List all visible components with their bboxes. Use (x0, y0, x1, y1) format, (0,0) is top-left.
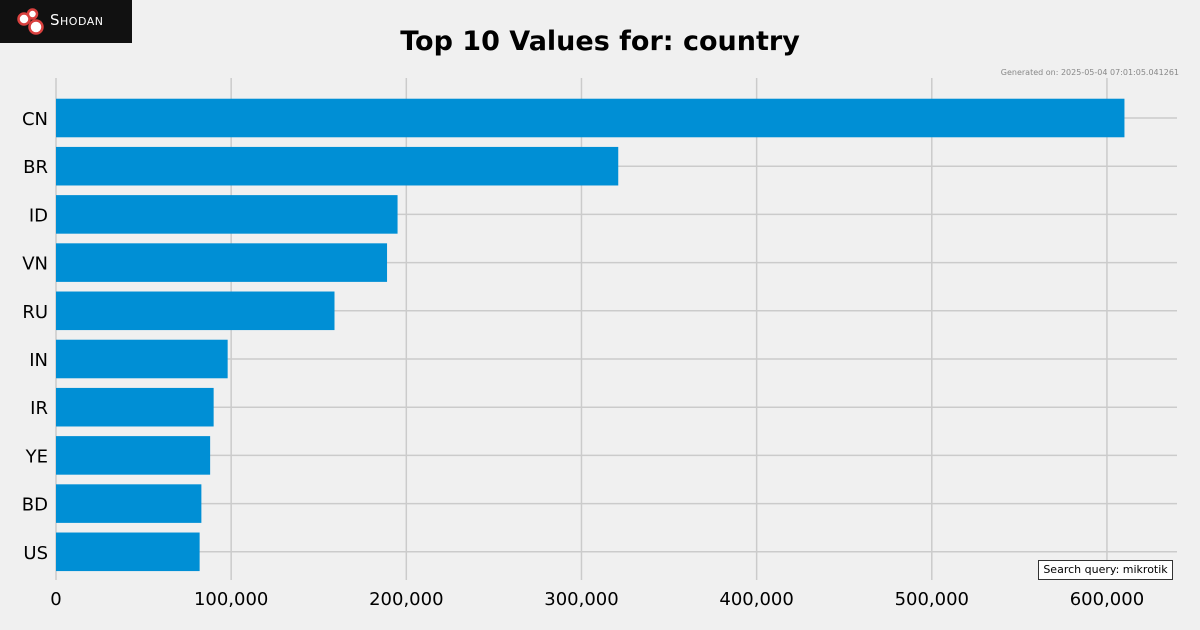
bar-vn (56, 243, 388, 282)
bar-us (56, 532, 200, 572)
y-tick-label: US (23, 543, 48, 564)
y-tick-label: RU (22, 302, 48, 323)
bar-br (56, 146, 619, 186)
y-tick-label: IN (29, 350, 48, 371)
shodan-logo-icon (17, 8, 44, 35)
x-tick-label: 300,000 (544, 589, 618, 610)
y-tick-label: YE (25, 446, 48, 467)
search-query-box: Search query: mikrotik (1038, 560, 1173, 580)
bar-ye (56, 436, 211, 475)
chart-title: Top 10 Values for: country (400, 26, 800, 57)
y-tick-label: CN (22, 109, 48, 130)
x-tick-label: 100,000 (194, 589, 268, 610)
bar-id (56, 195, 398, 234)
x-tick-label: 0 (50, 589, 61, 610)
y-tick-label: IR (30, 398, 48, 419)
y-tick-label: BD (22, 495, 48, 516)
bar-ir (56, 387, 214, 427)
x-tick-label: 600,000 (1070, 589, 1144, 610)
x-tick-label: 200,000 (369, 589, 443, 610)
bar-ru (56, 291, 335, 331)
x-tick-label: 400,000 (719, 589, 793, 610)
y-tick-label: VN (22, 254, 48, 275)
shodan-logo-text: Shodan (50, 11, 104, 29)
y-tick-label: BR (23, 157, 48, 178)
y-tick-label: ID (29, 205, 48, 226)
shodan-logo: Shodan (0, 0, 132, 43)
x-tick-label: 500,000 (895, 589, 969, 610)
bar-bd (56, 484, 202, 523)
bar-cn (56, 98, 1125, 138)
generated-timestamp: Generated on: 2025-05-04 07:01:05.041261 (1000, 68, 1179, 77)
bar-in (56, 339, 228, 379)
